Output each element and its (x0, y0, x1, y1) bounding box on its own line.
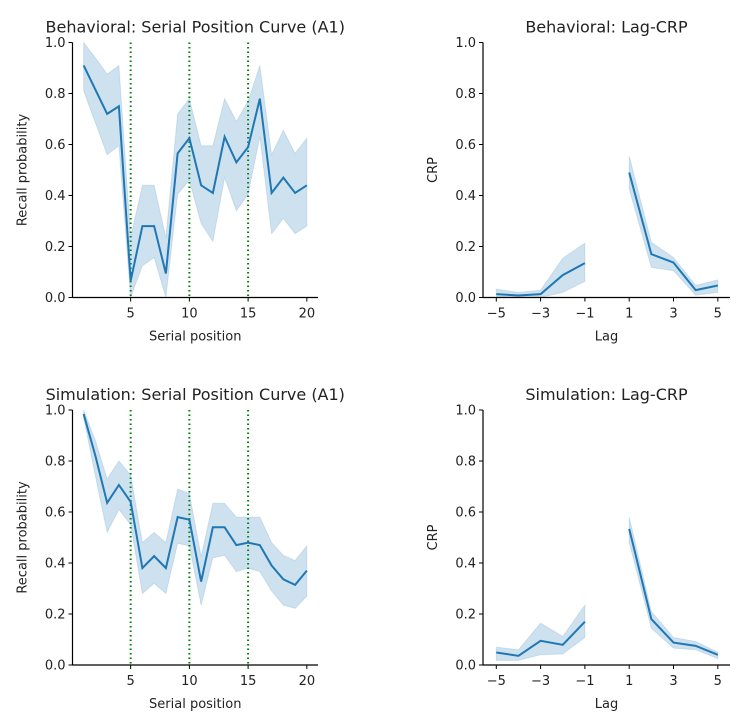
x-tick-label: 5 (714, 307, 722, 322)
x-tick-label: 5 (127, 307, 135, 322)
confidence-band (496, 605, 585, 660)
y-tick-label: 0.6 (455, 506, 476, 521)
confidence-band (84, 43, 307, 298)
y-axis-label: Recall probability (16, 481, 31, 594)
x-tick-label: 20 (299, 674, 316, 689)
confidence-band (629, 156, 718, 295)
y-tick-label: 0.0 (45, 291, 66, 306)
x-tick-label: −5 (487, 307, 506, 322)
x-axis-label: Lag (595, 697, 618, 712)
y-tick-label: 0.2 (455, 240, 476, 255)
y-tick-label: 0.4 (455, 557, 476, 572)
y-tick-label: 0.2 (45, 608, 66, 623)
confidence-band (84, 410, 307, 608)
y-tick-label: 0.4 (45, 557, 66, 572)
x-axis-label: Serial position (149, 697, 241, 712)
x-tick-label: 1 (625, 307, 633, 322)
x-tick-label: 10 (181, 674, 198, 689)
subplot-1: Behavioral: Serial Position Curve (A1) Se… (16, 18, 345, 345)
x-tick-label: 1 (625, 674, 633, 689)
x-tick-label: 15 (240, 674, 257, 689)
x-tick-label: 3 (669, 307, 677, 322)
x-tick-label: −1 (575, 674, 594, 689)
y-tick-label: 0.8 (45, 455, 66, 470)
x-tick-label: −3 (531, 674, 550, 689)
y-axis-label: CRP (426, 524, 441, 550)
y-tick-label: 0.6 (45, 506, 66, 521)
confidence-band (629, 517, 718, 659)
x-tick-label: −1 (575, 307, 594, 322)
y-tick-label: 1.0 (45, 36, 66, 51)
y-tick-label: 0.4 (455, 189, 476, 204)
y-tick-label: 1.0 (455, 404, 476, 419)
chart-title: Simulation: Serial Position Curve (A1) (46, 385, 345, 404)
subplot-4: Simulation: Lag-CRP Lag CRP 0.0 0.2 0.4 0.6 0.8… (426, 385, 730, 712)
y-tick-label: 0.0 (455, 659, 476, 674)
y-tick-label: 0.0 (455, 291, 476, 306)
y-tick-label: 0.6 (455, 138, 476, 153)
x-tick-label: 5 (714, 674, 722, 689)
x-tick-label: −3 (531, 307, 550, 322)
y-tick-label: 0.4 (45, 189, 66, 204)
x-axis-label: Lag (595, 330, 618, 345)
x-tick-label: 10 (181, 307, 198, 322)
y-tick-label: 0.6 (45, 138, 66, 153)
y-tick-label: 0.8 (455, 87, 476, 102)
x-tick-label: 5 (127, 674, 135, 689)
y-tick-label: 0.8 (45, 87, 66, 102)
y-axis-label: Recall probability (16, 114, 31, 227)
y-tick-label: 0.2 (455, 608, 476, 623)
y-tick-label: 1.0 (45, 404, 66, 419)
chart-title: Behavioral: Serial Position Curve (A1) (46, 18, 345, 37)
y-tick-label: 1.0 (455, 36, 476, 51)
chart-title: Behavioral: Lag-CRP (525, 18, 688, 37)
x-tick-label: 20 (299, 307, 316, 322)
y-tick-label: 0.2 (45, 240, 66, 255)
y-axis-label: CRP (426, 157, 441, 183)
y-tick-label: 0.0 (45, 659, 66, 674)
subplot-3: Simulation: Serial Position Curve (A1) Se… (16, 385, 345, 712)
chart-title: Simulation: Lag-CRP (525, 385, 688, 404)
subplot-2: Behavioral: Lag-CRP Lag CRP 0.0 0.2 0.4 0.6 0.8… (426, 18, 730, 345)
x-tick-label: 3 (669, 674, 677, 689)
y-tick-label: 0.8 (455, 455, 476, 470)
x-axis-label: Serial position (149, 330, 241, 345)
x-tick-label: −5 (487, 674, 506, 689)
x-tick-label: 15 (240, 307, 257, 322)
